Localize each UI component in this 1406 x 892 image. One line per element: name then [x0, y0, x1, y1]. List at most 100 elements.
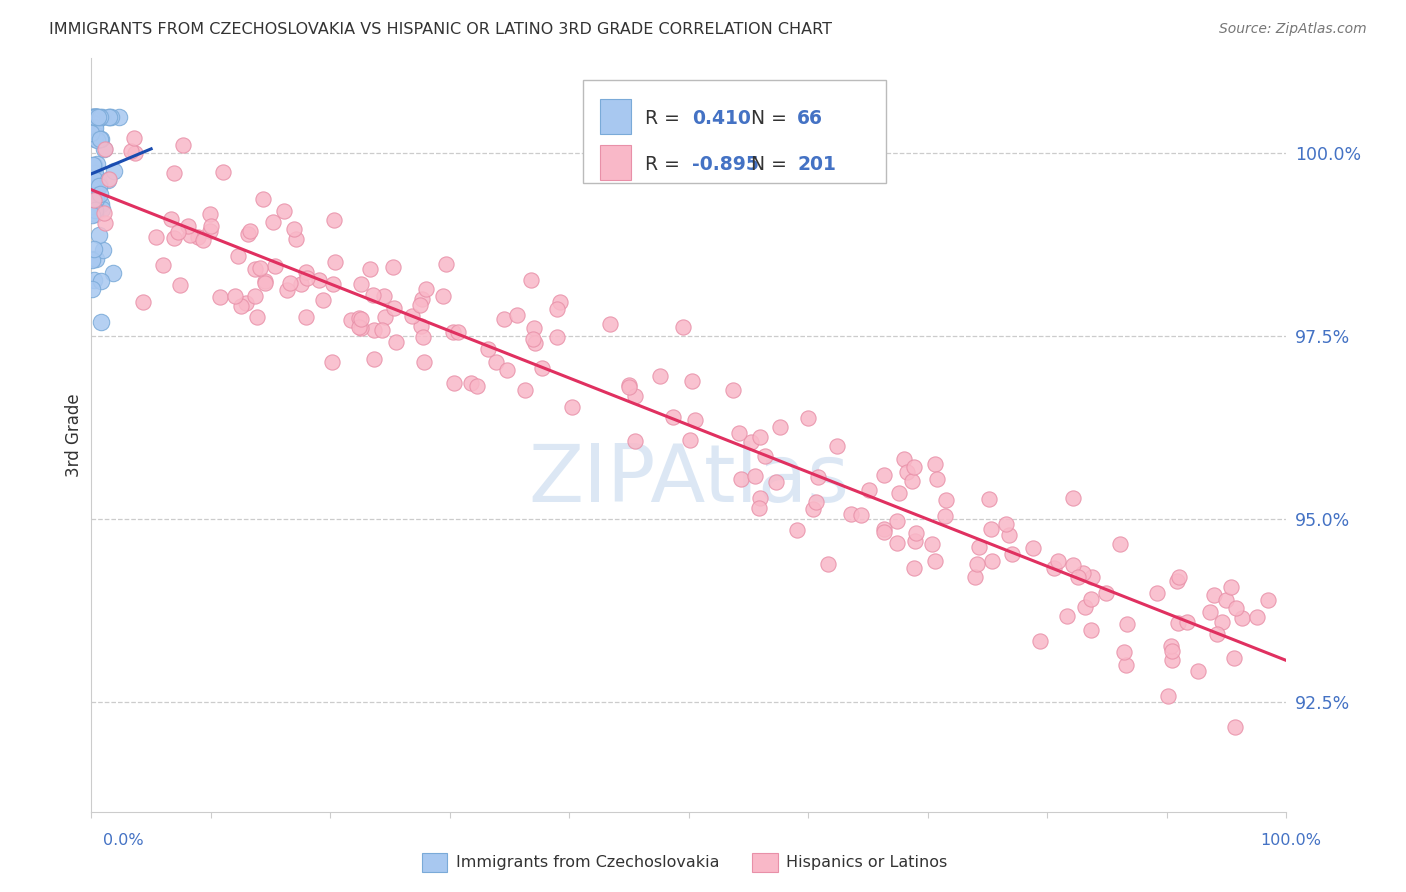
Point	[86, 110, 108, 124]
Point	[84, 195, 107, 210]
Point	[998, 527, 1021, 541]
Point	[82, 110, 104, 124]
Point	[1167, 616, 1189, 631]
Point	[211, 165, 233, 179]
Point	[295, 310, 318, 325]
Point	[873, 522, 896, 536]
Point	[107, 110, 129, 124]
Point	[325, 254, 347, 268]
Point	[89, 177, 111, 191]
Point	[662, 410, 685, 425]
Point	[373, 289, 395, 303]
Point	[740, 435, 762, 450]
Point	[1160, 640, 1182, 654]
Point	[599, 317, 621, 331]
Point	[519, 273, 541, 287]
Point	[806, 495, 828, 509]
Point	[89, 186, 111, 201]
Point	[80, 126, 103, 140]
Point	[1062, 558, 1084, 573]
Text: R =: R =	[645, 155, 681, 174]
Point	[163, 231, 186, 245]
Text: -0.895: -0.895	[692, 155, 759, 174]
Point	[84, 110, 107, 124]
Point	[94, 216, 117, 230]
Point	[935, 493, 957, 508]
Point	[748, 430, 770, 444]
Text: Source: ZipAtlas.com: Source: ZipAtlas.com	[1219, 22, 1367, 37]
Point	[91, 244, 114, 258]
Point	[86, 110, 108, 124]
Point	[80, 182, 103, 196]
Point	[924, 553, 946, 567]
Point	[350, 277, 373, 292]
Point	[412, 330, 434, 344]
Point	[1161, 653, 1184, 667]
Point	[1001, 547, 1024, 561]
Point	[903, 460, 925, 475]
Point	[1230, 610, 1253, 624]
Point	[83, 166, 105, 180]
Point	[465, 379, 488, 393]
Point	[1067, 570, 1090, 584]
Point	[252, 192, 274, 206]
Text: 100.0%: 100.0%	[1261, 833, 1322, 847]
Point	[1187, 664, 1209, 678]
Point	[494, 312, 516, 326]
Point	[546, 330, 568, 344]
Text: 0.410: 0.410	[692, 109, 751, 128]
Point	[169, 277, 191, 292]
Point	[87, 178, 110, 193]
Point	[401, 309, 423, 323]
Point	[80, 110, 103, 124]
Point	[411, 293, 433, 307]
Point	[1112, 644, 1135, 658]
Point	[893, 452, 915, 467]
Point	[1042, 561, 1064, 575]
Point	[1215, 593, 1237, 607]
Text: ZIPAtlas: ZIPAtlas	[529, 441, 849, 519]
Point	[82, 110, 104, 124]
Point	[522, 332, 544, 346]
Point	[91, 110, 114, 124]
Point	[86, 177, 108, 191]
Point	[246, 310, 269, 324]
Point	[1073, 566, 1095, 580]
Point	[323, 213, 346, 227]
Text: 66: 66	[797, 109, 823, 128]
Point	[1062, 491, 1084, 505]
Point	[226, 250, 249, 264]
Point	[87, 227, 110, 242]
Point	[801, 501, 824, 516]
Point	[101, 266, 124, 280]
Point	[152, 258, 174, 272]
Point	[873, 467, 896, 482]
Point	[447, 325, 470, 339]
Point	[100, 110, 122, 124]
Point	[290, 277, 312, 291]
Point	[90, 202, 112, 217]
Point	[86, 157, 108, 171]
Point	[841, 507, 863, 521]
Point	[84, 128, 107, 142]
Point	[858, 483, 880, 498]
Point	[886, 536, 908, 550]
Point	[89, 178, 111, 192]
Point	[86, 194, 108, 208]
Text: N =: N =	[751, 155, 787, 174]
Point	[89, 132, 111, 146]
Point	[87, 172, 110, 186]
Point	[162, 166, 184, 180]
Point	[276, 283, 298, 297]
Point	[103, 164, 125, 178]
Point	[624, 434, 647, 449]
Point	[530, 361, 553, 376]
Point	[179, 227, 201, 242]
Point	[82, 110, 104, 124]
Point	[728, 425, 751, 440]
Point	[495, 362, 517, 376]
Point	[1046, 554, 1069, 568]
Point	[1109, 537, 1132, 551]
Point	[253, 276, 276, 290]
Point	[86, 133, 108, 147]
